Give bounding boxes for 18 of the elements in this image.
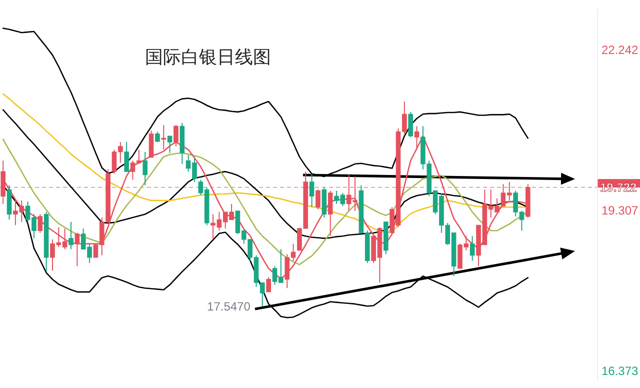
candlestick [309,173,314,208]
candlestick [266,276,271,292]
candlestick [167,136,172,154]
candlestick [74,232,80,267]
annotation: 17.5470 [207,299,251,314]
y-tick-label: 19.307 [602,204,639,218]
candlestick [328,190,333,237]
y-tick-label: 22.242 [602,42,639,57]
candlestick [470,236,475,262]
line-series [2,28,529,178]
candlestick [124,142,129,172]
candlestick [38,214,43,234]
candlestick [142,151,148,186]
y-tick-label: 16.373 [602,364,639,378]
candlestick [316,189,320,210]
text: 国际白银日线图 [145,47,271,67]
candlestick [68,221,74,250]
candlestick [408,111,413,138]
